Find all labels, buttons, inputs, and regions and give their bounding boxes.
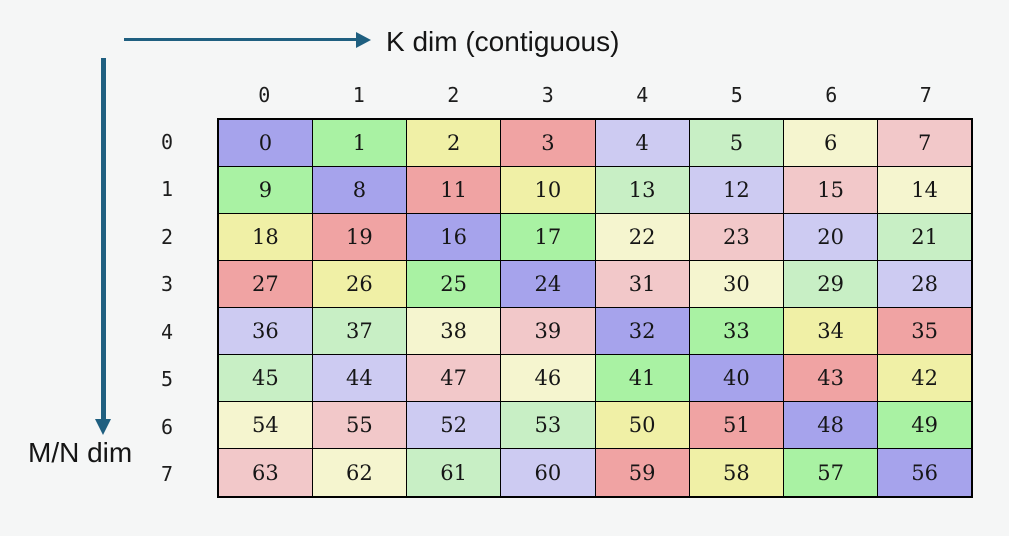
row-header: 4 bbox=[160, 319, 174, 344]
grid-cell: 13 bbox=[594, 166, 690, 215]
grid-cell: 31 bbox=[594, 260, 690, 309]
grid-cell: 62 bbox=[311, 448, 408, 498]
grid-cell: 18 bbox=[217, 213, 313, 262]
grid-cell: 48 bbox=[782, 401, 879, 450]
column-header: 6 bbox=[825, 83, 838, 107]
grid-cell: 23 bbox=[688, 213, 785, 262]
grid-cell: 6 bbox=[782, 118, 879, 168]
grid-row: 9 8 11 10 13 12 15 14 bbox=[217, 166, 973, 215]
grid-cell: 19 bbox=[311, 213, 408, 262]
grid-cell: 43 bbox=[782, 354, 879, 403]
grid-cell: 63 bbox=[217, 448, 313, 498]
row-header: 5 bbox=[160, 367, 174, 392]
grid-row: 63 62 61 60 59 58 57 56 bbox=[217, 448, 973, 498]
column-header: 0 bbox=[258, 83, 271, 107]
grid-cell: 50 bbox=[594, 401, 690, 450]
grid-cell: 49 bbox=[877, 401, 973, 450]
grid-cell: 61 bbox=[405, 448, 502, 498]
grid-cell: 58 bbox=[688, 448, 785, 498]
column-header: 2 bbox=[447, 83, 460, 107]
grid-cell: 0 bbox=[217, 118, 313, 168]
grid-cell: 2 bbox=[405, 118, 502, 168]
grid-row: 54 55 52 53 50 51 48 49 bbox=[217, 401, 973, 450]
grid-cell: 10 bbox=[500, 166, 596, 215]
grid-cell: 16 bbox=[405, 213, 502, 262]
grid-cell: 36 bbox=[217, 307, 313, 356]
grid-cell: 21 bbox=[877, 213, 973, 262]
grid-cell: 8 bbox=[311, 166, 408, 215]
grid-cell: 52 bbox=[405, 401, 502, 450]
k-dim-arrow bbox=[124, 38, 358, 41]
grid-cell: 40 bbox=[688, 354, 785, 403]
column-header: 1 bbox=[352, 83, 365, 107]
grid-cell: 32 bbox=[594, 307, 690, 356]
column-header: 5 bbox=[730, 83, 743, 107]
column-headers: 0 1 2 3 4 5 6 7 bbox=[217, 80, 973, 110]
grid-cell: 46 bbox=[500, 354, 596, 403]
grid-cell: 33 bbox=[688, 307, 785, 356]
grid-cell: 34 bbox=[782, 307, 879, 356]
grid-row: 27 26 25 24 31 30 29 28 bbox=[217, 260, 973, 309]
grid-cell: 60 bbox=[500, 448, 596, 498]
column-header: 4 bbox=[636, 83, 649, 107]
grid-cell: 25 bbox=[405, 260, 502, 309]
grid-cell: 7 bbox=[877, 118, 973, 168]
grid-cell: 15 bbox=[782, 166, 879, 215]
grid-cell: 39 bbox=[500, 307, 596, 356]
grid-cell: 11 bbox=[405, 166, 502, 215]
grid-cell: 47 bbox=[405, 354, 502, 403]
row-header: 7 bbox=[160, 462, 174, 487]
grid-row: 18 19 16 17 22 23 20 21 bbox=[217, 213, 973, 262]
k-dim-arrowhead-icon bbox=[356, 31, 371, 48]
grid-cell: 44 bbox=[311, 354, 408, 403]
grid-cell: 26 bbox=[311, 260, 408, 309]
grid-cell: 38 bbox=[405, 307, 502, 356]
column-header: 3 bbox=[541, 83, 554, 107]
row-headers: 0 1 2 3 4 5 6 7 bbox=[138, 118, 196, 498]
grid-cell: 22 bbox=[594, 213, 690, 262]
grid-cell: 45 bbox=[217, 354, 313, 403]
row-header: 6 bbox=[160, 414, 174, 439]
y-axis-label: M/N dim bbox=[28, 437, 133, 468]
grid-cell: 14 bbox=[877, 166, 973, 215]
grid-row: 36 37 38 39 32 33 34 35 bbox=[217, 307, 973, 356]
mn-dim-arrowhead-icon bbox=[95, 419, 111, 435]
column-header: 7 bbox=[919, 83, 932, 107]
row-header: 1 bbox=[160, 177, 174, 202]
grid-cell: 55 bbox=[311, 401, 408, 450]
grid-cell: 56 bbox=[877, 448, 973, 498]
grid-cell: 1 bbox=[311, 118, 408, 168]
grid-cell: 37 bbox=[311, 307, 408, 356]
grid-cell: 42 bbox=[877, 354, 973, 403]
grid-cell: 9 bbox=[217, 166, 313, 215]
grid-cell: 3 bbox=[500, 118, 596, 168]
grid-cell: 28 bbox=[877, 260, 973, 309]
grid-cell: 12 bbox=[688, 166, 785, 215]
grid-row: 45 44 47 46 41 40 43 42 bbox=[217, 354, 973, 403]
row-header: 2 bbox=[160, 224, 174, 249]
grid-cell: 41 bbox=[594, 354, 690, 403]
grid-cell: 5 bbox=[688, 118, 785, 168]
grid-cell: 51 bbox=[688, 401, 785, 450]
row-header: 3 bbox=[160, 272, 174, 297]
x-axis-label: K dim (contiguous) bbox=[386, 26, 620, 57]
grid-cell: 30 bbox=[688, 260, 785, 309]
grid-cell: 27 bbox=[217, 260, 313, 309]
grid-cell: 20 bbox=[782, 213, 879, 262]
grid-cell: 57 bbox=[782, 448, 879, 498]
grid-cell: 17 bbox=[500, 213, 596, 262]
grid-cell: 4 bbox=[594, 118, 690, 168]
grid-cell: 35 bbox=[877, 307, 973, 356]
swizzle-grid: 0 1 2 3 4 5 6 7 9 8 11 10 13 12 15 14 18 19 16 17 22 23 20 21 27… bbox=[217, 118, 973, 498]
grid-cell: 59 bbox=[594, 448, 690, 498]
grid-cell: 29 bbox=[782, 260, 879, 309]
grid-cell: 53 bbox=[500, 401, 596, 450]
grid-cell: 24 bbox=[500, 260, 596, 309]
grid-cell: 54 bbox=[217, 401, 313, 450]
row-header: 0 bbox=[160, 129, 174, 154]
mn-dim-arrow bbox=[101, 58, 106, 420]
